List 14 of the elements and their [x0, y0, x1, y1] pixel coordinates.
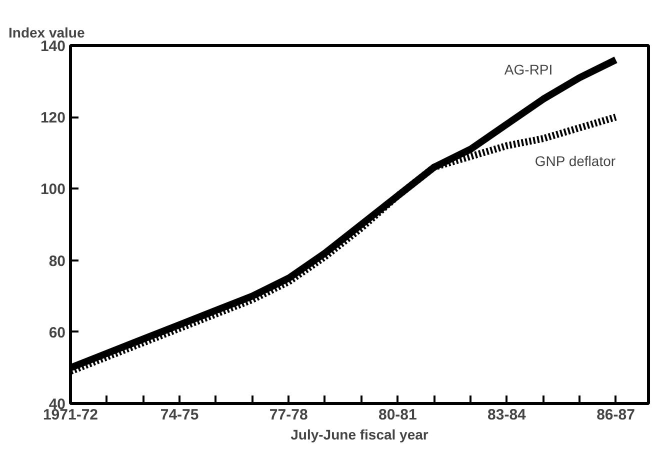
- y-tick-label: 60: [48, 324, 66, 342]
- series-label: AG-RPI: [504, 62, 553, 78]
- x-axis-title: July-June fiscal year: [290, 426, 429, 442]
- x-tick-label: 86-87: [596, 406, 635, 424]
- x-tick-label: 83-84: [488, 406, 527, 424]
- y-tick-label: 80: [48, 252, 66, 270]
- x-tick-label: 80-81: [378, 406, 417, 424]
- x-tick-label: 77-78: [269, 406, 308, 424]
- x-tick-label: 74-75: [160, 406, 199, 424]
- y-tick-label: 140: [40, 38, 66, 55]
- y-tick-label: 100: [40, 181, 66, 198]
- series-label: GNP deflator: [534, 152, 616, 169]
- y-tick-label: 120: [40, 110, 66, 127]
- y-axis-title: Index value: [8, 24, 85, 40]
